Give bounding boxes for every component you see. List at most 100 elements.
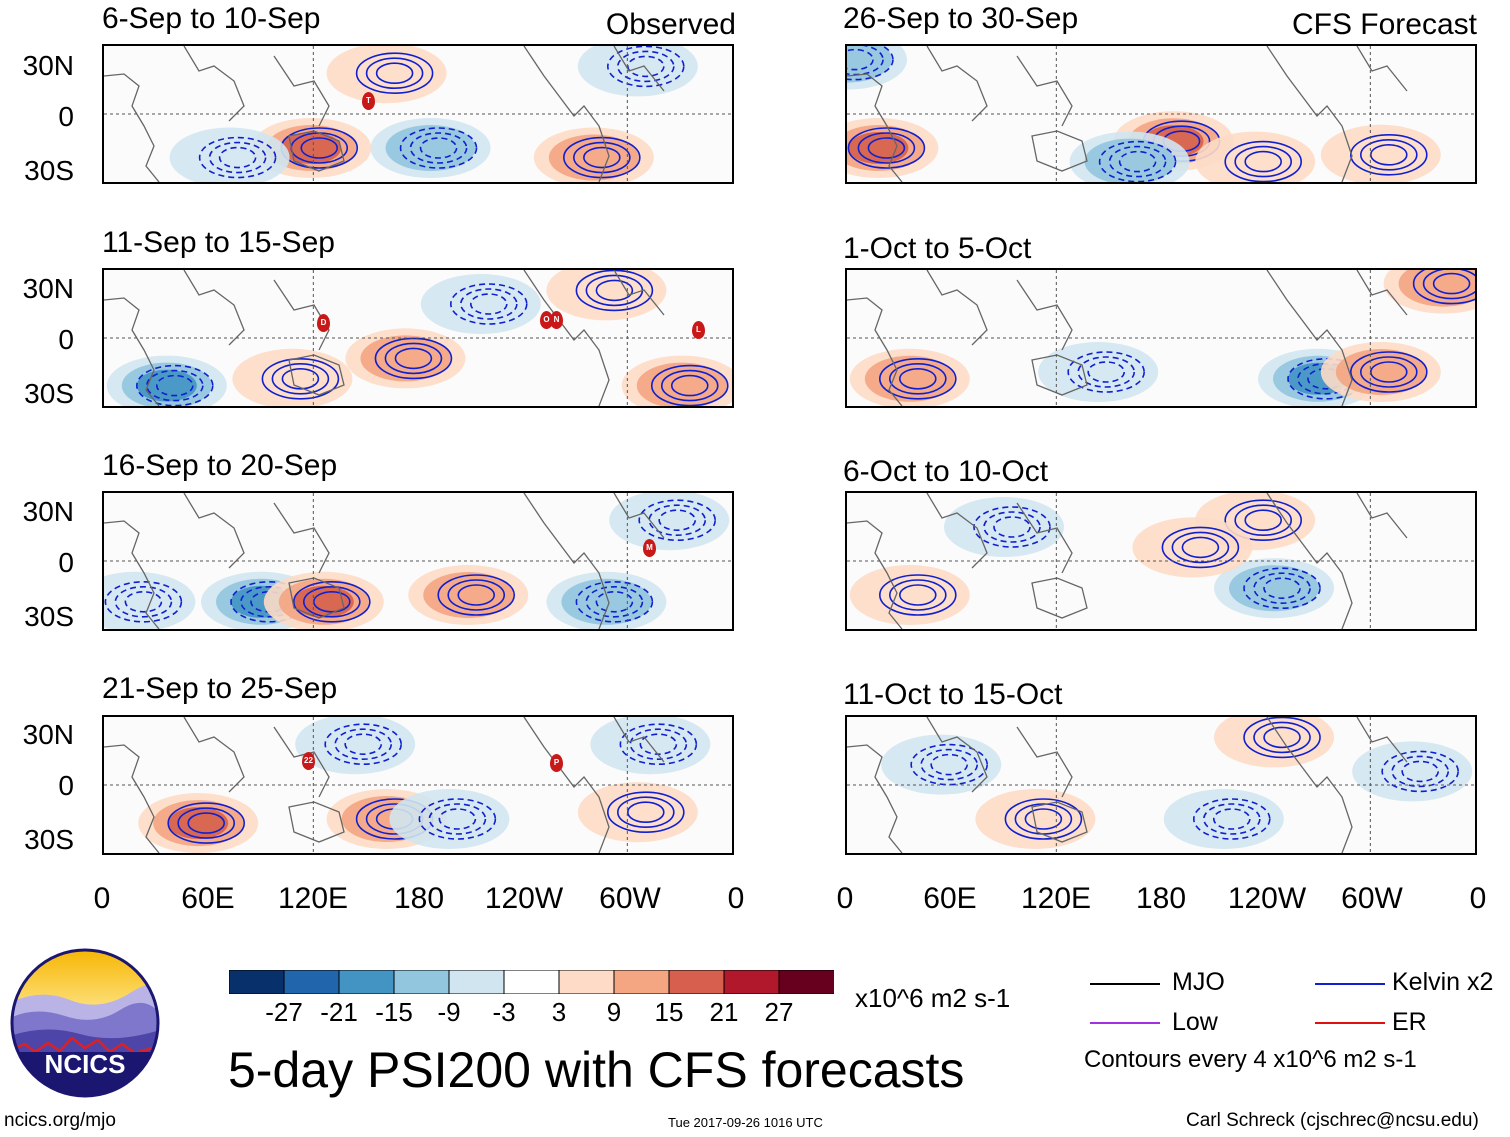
kelvin-contour — [1422, 270, 1475, 300]
map-panel: M — [102, 491, 734, 631]
kelvin-contour — [1253, 721, 1311, 754]
kelvin-contour — [187, 812, 225, 834]
lon-label: 0 — [1469, 882, 1487, 915]
footer-author[interactable]: Carl Schreck (cjschrec@ncsu.edu) — [1186, 1110, 1479, 1131]
kelvin-contour — [879, 574, 957, 616]
kelvin-contour — [1171, 531, 1230, 564]
colorbar-swatch — [338, 969, 395, 995]
kelvin-contour — [418, 798, 497, 840]
coastline — [273, 502, 330, 574]
kelvin-contour — [1391, 755, 1450, 788]
colorbar-swatch — [613, 969, 670, 995]
kelvin-contour — [650, 364, 729, 406]
colorbar-swatch — [723, 969, 780, 995]
coastline — [1356, 493, 1408, 539]
coastline — [847, 297, 903, 406]
coastline — [288, 577, 345, 619]
kelvin-contour — [1263, 577, 1301, 599]
colorbar-tick-label: -27 — [265, 997, 303, 1027]
colorbar — [228, 969, 835, 995]
kelvin-contour — [384, 342, 443, 375]
footer-url[interactable]: ncics.org/mjo — [4, 1110, 116, 1131]
kelvin-contour — [146, 369, 204, 402]
anomaly-shading — [1352, 741, 1473, 802]
anomaly-shading — [1229, 565, 1320, 612]
kelvin-contour — [847, 127, 926, 169]
colorbar-swatch — [393, 969, 450, 995]
kelvin-contour — [334, 728, 393, 761]
kelvin-contour — [1118, 150, 1157, 173]
anomaly-shading — [577, 46, 698, 97]
kelvin-contour — [606, 791, 685, 833]
kelvin-contour — [899, 368, 937, 390]
kelvin-contour — [1224, 499, 1303, 542]
kelvin-contour — [889, 579, 947, 611]
lon-label: 60W — [599, 882, 661, 915]
coastline — [926, 717, 988, 793]
kelvin-contour — [303, 586, 361, 618]
mjo-line — [1090, 983, 1160, 985]
kelvin-contour — [355, 52, 434, 95]
coastline — [1356, 270, 1408, 316]
anomaly-shading — [385, 125, 476, 171]
map-canvas — [847, 493, 1475, 629]
kelvin-contour — [1349, 351, 1428, 393]
legend-kelvin: Kelvin x2 — [1392, 968, 1494, 996]
colorbar-tick-label: -15 — [375, 997, 413, 1027]
kelvin-contour — [1244, 509, 1283, 532]
lat-label: 30S — [24, 155, 74, 186]
panel-title: 26-Sep to 30-Sep — [843, 2, 1079, 35]
kelvin-contour — [1359, 139, 1418, 171]
kelvin-contour — [983, 511, 1041, 543]
kelvin-contour — [1243, 717, 1321, 759]
anomaly-shading — [561, 578, 652, 625]
panel-tag-observed: Observed — [605, 8, 736, 41]
anomaly-shading — [420, 274, 541, 334]
kelvin-contour — [1359, 356, 1418, 388]
coastline — [1031, 801, 1088, 843]
anomaly-shading — [1214, 717, 1335, 768]
anomaly-shading — [281, 132, 342, 164]
kelvin-contour — [595, 279, 634, 302]
main-title: 5-day PSI200 with CFS forecasts — [228, 1042, 965, 1098]
kelvin-contour — [658, 509, 697, 532]
kelvin-contour — [857, 132, 916, 164]
lat-label: 30N — [22, 496, 74, 527]
coastline — [523, 717, 610, 853]
kelvin-contour — [447, 579, 506, 611]
kelvin-contour — [616, 796, 675, 828]
coastline — [273, 726, 330, 798]
coastline — [288, 354, 345, 396]
kelvin-contour — [281, 368, 320, 390]
map-canvas — [104, 270, 732, 406]
panel-title: 6-Oct to 10-Oct — [843, 455, 1049, 488]
anomaly-shading — [546, 270, 667, 321]
panel-title: 1-Oct to 5-Oct — [843, 232, 1032, 265]
storm-marker-icon: N — [550, 311, 563, 329]
kelvin-contour — [261, 358, 340, 400]
kelvin-contour — [300, 137, 339, 159]
kelvin-contour — [607, 46, 685, 88]
kelvin-contour — [1067, 351, 1146, 393]
coastline — [613, 270, 665, 316]
kelvin-contour — [344, 733, 383, 756]
anomaly-shading — [1195, 131, 1316, 182]
lon-label: 180 — [1135, 882, 1187, 915]
ncics-logo: NCICS — [10, 948, 160, 1098]
coastline — [104, 73, 160, 182]
kelvin-contour — [899, 584, 937, 606]
colorbar-tick-label: -21 — [320, 997, 358, 1027]
anomaly-shading — [849, 565, 970, 625]
lon-label: 0 — [836, 882, 854, 915]
kelvin-contour — [1087, 361, 1126, 383]
map-canvas — [847, 46, 1475, 182]
map-canvas — [847, 270, 1475, 406]
anomaly-shading — [848, 132, 909, 164]
coastline — [288, 130, 345, 172]
kelvin-contour — [177, 807, 235, 839]
kelvin-contour — [459, 288, 518, 320]
lon-label: 180 — [393, 882, 445, 915]
lon-label: 60W — [1341, 882, 1403, 915]
kelvin-contour — [399, 127, 478, 169]
low-line — [1090, 1022, 1160, 1024]
